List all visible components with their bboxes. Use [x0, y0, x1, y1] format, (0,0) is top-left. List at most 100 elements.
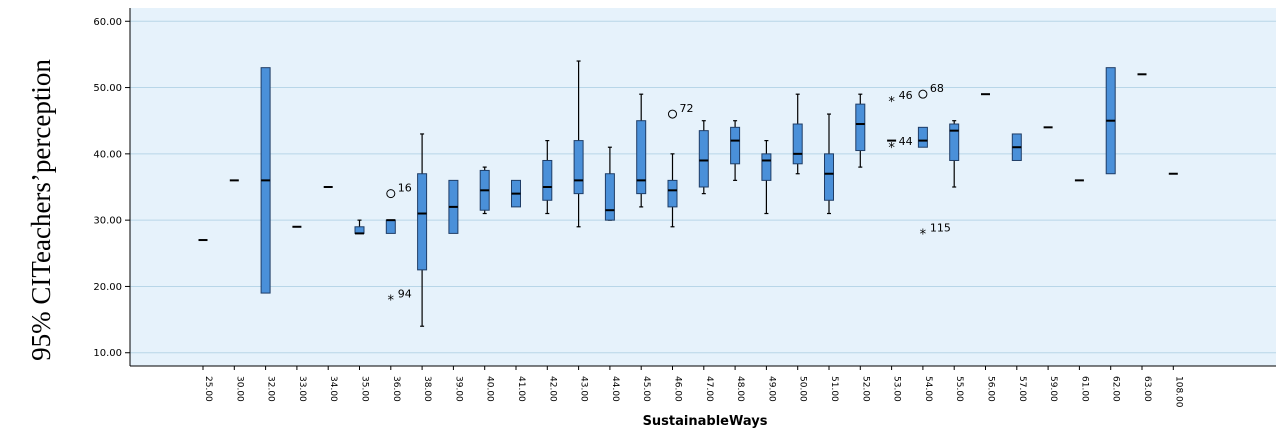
outlier-label: 46	[899, 89, 913, 102]
outlier-circle-marker	[386, 189, 396, 199]
y-tick-label: 40.00	[93, 149, 122, 160]
y-tick-label: 30.00	[93, 216, 122, 227]
box-42.00	[542, 139, 553, 215]
box-45.00	[636, 93, 647, 208]
x-tick-label: 43.00	[579, 376, 589, 402]
outlier-label: 44	[899, 135, 913, 148]
x-tick-label: 108.00	[1173, 376, 1183, 408]
box-48.00	[730, 120, 741, 181]
box-46.00	[667, 153, 678, 228]
box-43.00	[573, 60, 584, 228]
box-51.00	[824, 113, 834, 215]
x-tick-label: 54.00	[923, 376, 933, 402]
x-tick-label: 34.00	[328, 376, 338, 402]
box-44.00	[604, 146, 615, 221]
box-54.00	[917, 126, 928, 148]
box-body	[917, 126, 928, 148]
x-tick-label: 45.00	[641, 376, 651, 402]
outlier-label: 16	[398, 182, 412, 195]
box-41.00	[511, 179, 521, 208]
x-tick-label: 41.00	[516, 376, 526, 402]
x-axis: 25.00 30.00 32.00 33.00 34.00 35.00 36.00 38.00…	[130, 365, 1276, 408]
x-tick-label: 39.00	[453, 376, 463, 402]
box-body	[385, 219, 396, 234]
x-tick-label: 57.00	[1017, 376, 1027, 402]
x-tick-label: 56.00	[986, 376, 996, 402]
box-36.00	[385, 219, 396, 234]
x-tick-label: 51.00	[829, 376, 839, 402]
box-52.00	[855, 93, 866, 168]
x-tick-label: 36.00	[391, 376, 401, 402]
x-tick-label: 40.00	[485, 376, 495, 402]
x-tick-label: 32.00	[266, 376, 276, 402]
outlier-circle-marker	[918, 89, 928, 99]
outlier-16: 16	[386, 182, 412, 199]
x-tick-label: 53.00	[892, 376, 902, 402]
outlier-label: 68	[930, 82, 944, 95]
x-tick-label: 49.00	[766, 376, 776, 402]
x-tick-label: 55.00	[954, 376, 964, 402]
y-axis: 10.00 20.00 30.00 40.00 50.00 60.00	[93, 8, 131, 366]
box-38.00	[417, 133, 428, 327]
box-32.00	[260, 67, 271, 294]
x-axis-label: SustainableWays	[643, 414, 768, 429]
x-tick-label: 63.00	[1142, 376, 1152, 402]
box-47.00	[698, 120, 709, 195]
x-tick-label: 44.00	[610, 376, 620, 402]
x-tick-label: 30.00	[234, 376, 244, 402]
x-tick-label: 61.00	[1079, 376, 1089, 402]
outlier-68: 68	[918, 82, 944, 99]
box-50.00	[792, 93, 803, 175]
outlier-circle-marker	[668, 109, 677, 119]
box-62.00	[1105, 67, 1116, 175]
box-body	[824, 153, 834, 201]
box-40.00	[479, 166, 490, 215]
boxes	[198, 60, 1178, 327]
outlier-star-marker: *	[920, 227, 927, 242]
x-tick-label: 38.00	[422, 376, 432, 402]
outlier-label: 94	[398, 288, 412, 301]
outlier-94: * 94	[388, 288, 412, 309]
box-body	[730, 126, 741, 165]
box-55.00	[949, 120, 960, 188]
box-body	[698, 130, 709, 188]
x-tick-label: 35.00	[360, 376, 370, 402]
box-body	[667, 179, 678, 208]
box-body	[792, 123, 803, 165]
box-39.00	[448, 179, 459, 234]
box-body	[604, 173, 615, 221]
box-body	[542, 159, 553, 201]
outlier-115: * 115	[920, 221, 951, 242]
box-body	[636, 120, 647, 195]
box-57.00	[1011, 133, 1022, 161]
x-tick-label: 25.00	[203, 376, 213, 402]
y-tick-label: 10.00	[93, 348, 122, 359]
outlier-label: 115	[930, 221, 951, 234]
x-tick-label: 42.00	[547, 376, 557, 402]
x-tick-label: 48.00	[735, 376, 745, 402]
outlier-72: 72	[668, 102, 694, 119]
x-tick-label: 50.00	[798, 376, 808, 402]
y-tick-label: 20.00	[93, 282, 122, 293]
box-49.00	[761, 139, 772, 215]
box-body	[949, 123, 960, 161]
box-body	[573, 140, 584, 195]
outlier-star-marker: *	[888, 141, 895, 156]
outlier-label: 72	[680, 102, 694, 115]
box-body	[855, 103, 866, 152]
outlier-star-marker: *	[888, 95, 895, 110]
y-axis-label: 95% CITeachers’perception	[26, 59, 56, 361]
x-tick-label: 46.00	[673, 376, 683, 402]
outlier-46: * 46	[888, 89, 912, 110]
box-body	[761, 153, 772, 181]
y-tick-label: 50.00	[93, 83, 122, 94]
box-body	[417, 173, 428, 271]
y-tick-label: 60.00	[93, 17, 122, 28]
x-tick-label: 59.00	[1048, 376, 1058, 402]
box-35.00	[354, 219, 365, 235]
x-tick-label: 62.00	[1111, 376, 1121, 402]
x-tick-label: 47.00	[704, 376, 714, 402]
x-tick-label: 52.00	[860, 376, 870, 402]
